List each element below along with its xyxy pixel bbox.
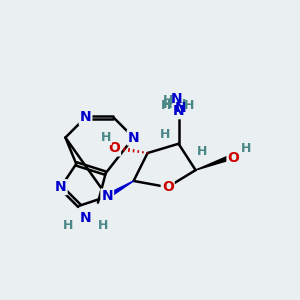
Text: H: H (159, 128, 170, 141)
Text: N: N (55, 180, 67, 194)
Text: H: H (184, 99, 195, 112)
Text: H: H (161, 99, 171, 112)
Text: O: O (227, 151, 239, 165)
Text: H: H (163, 94, 173, 107)
Text: H: H (163, 98, 173, 112)
Text: N: N (80, 211, 92, 225)
Polygon shape (196, 156, 230, 170)
Text: H: H (100, 131, 111, 144)
Polygon shape (106, 181, 134, 198)
Text: N: N (80, 110, 92, 124)
Text: H: H (98, 219, 108, 232)
Text: N: N (174, 101, 186, 115)
Text: H: H (196, 145, 207, 158)
Text: N: N (101, 190, 113, 203)
Text: O: O (108, 141, 120, 155)
Text: N: N (173, 104, 184, 118)
Text: H: H (176, 98, 186, 112)
Text: N: N (171, 92, 183, 106)
Text: N: N (128, 130, 140, 145)
Text: O: O (162, 180, 174, 194)
Text: H: H (63, 219, 74, 232)
Text: H: H (241, 142, 251, 155)
